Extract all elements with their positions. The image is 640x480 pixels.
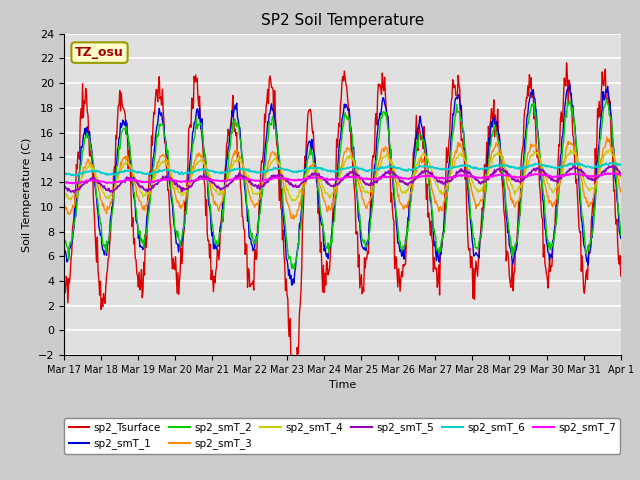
- sp2_smT_1: [127, 167, 135, 172]
- sp2_smT_1: [411, 149, 419, 155]
- sp2_Tsurface: [411, 141, 419, 146]
- sp2_smT_3: [214, 203, 221, 208]
- sp2_smT_6: [617, 162, 625, 168]
- sp2_Tsurface: [70, 214, 78, 220]
- sp2_smT_6: [214, 169, 222, 175]
- sp2_Tsurface: [60, 273, 68, 279]
- sp2_smT_5: [214, 183, 222, 189]
- sp2_smT_1: [617, 236, 625, 241]
- sp2_smT_6: [128, 168, 136, 174]
- sp2_smT_5: [71, 190, 79, 195]
- sp2_Tsurface: [127, 202, 135, 208]
- sp2_smT_1: [184, 177, 192, 183]
- sp2_smT_5: [70, 190, 78, 195]
- sp2_smT_4: [214, 189, 221, 195]
- sp2_smT_7: [128, 177, 136, 182]
- Line: sp2_smT_6: sp2_smT_6: [64, 163, 621, 176]
- sp2_smT_3: [617, 189, 625, 195]
- sp2_smT_5: [185, 183, 193, 189]
- sp2_smT_3: [290, 216, 298, 222]
- sp2_smT_1: [214, 243, 221, 249]
- Line: sp2_smT_1: sp2_smT_1: [64, 84, 621, 285]
- sp2_smT_6: [411, 166, 419, 172]
- sp2_Tsurface: [428, 218, 435, 224]
- sp2_smT_5: [617, 170, 625, 176]
- sp2_smT_4: [428, 164, 435, 170]
- Line: sp2_smT_7: sp2_smT_7: [64, 173, 621, 184]
- sp2_smT_4: [70, 192, 78, 197]
- sp2_smT_7: [617, 172, 625, 178]
- Line: sp2_smT_3: sp2_smT_3: [64, 137, 621, 219]
- sp2_smT_3: [184, 187, 192, 192]
- sp2_smT_4: [289, 198, 297, 204]
- sp2_smT_4: [566, 147, 574, 153]
- sp2_smT_5: [411, 177, 419, 182]
- sp2_smT_2: [184, 190, 192, 196]
- sp2_smT_5: [609, 163, 616, 169]
- Line: sp2_Tsurface: sp2_Tsurface: [64, 63, 621, 385]
- sp2_smT_2: [411, 159, 419, 165]
- sp2_smT_3: [603, 134, 611, 140]
- sp2_smT_7: [185, 179, 193, 184]
- sp2_smT_6: [428, 164, 435, 169]
- sp2_smT_7: [72, 181, 79, 187]
- Y-axis label: Soil Temperature (C): Soil Temperature (C): [22, 137, 32, 252]
- sp2_smT_6: [74, 173, 81, 179]
- sp2_smT_3: [411, 171, 419, 177]
- sp2_smT_7: [70, 180, 78, 186]
- sp2_smT_4: [617, 175, 625, 180]
- Text: TZ_osu: TZ_osu: [75, 46, 124, 59]
- sp2_Tsurface: [292, 382, 300, 388]
- sp2_Tsurface: [184, 163, 192, 168]
- sp2_smT_2: [214, 241, 221, 247]
- X-axis label: Time: Time: [329, 381, 356, 390]
- sp2_smT_2: [428, 195, 435, 201]
- sp2_smT_3: [70, 204, 78, 210]
- Title: SP2 Soil Temperature: SP2 Soil Temperature: [260, 13, 424, 28]
- sp2_smT_2: [70, 222, 78, 228]
- sp2_smT_4: [60, 188, 68, 194]
- sp2_smT_4: [411, 168, 419, 174]
- sp2_smT_7: [610, 170, 618, 176]
- sp2_smT_2: [290, 266, 298, 272]
- sp2_smT_3: [127, 165, 135, 171]
- sp2_smT_7: [411, 174, 419, 180]
- sp2_smT_2: [127, 158, 135, 164]
- sp2_smT_6: [611, 160, 618, 166]
- sp2_smT_2: [603, 96, 611, 102]
- sp2_Tsurface: [214, 246, 221, 252]
- sp2_smT_1: [70, 225, 78, 230]
- sp2_smT_7: [214, 178, 222, 184]
- sp2_smT_1: [428, 199, 435, 205]
- Line: sp2_smT_2: sp2_smT_2: [64, 99, 621, 269]
- sp2_smT_1: [288, 282, 296, 288]
- sp2_Tsurface: [617, 273, 625, 279]
- sp2_smT_7: [60, 180, 68, 185]
- sp2_smT_7: [428, 173, 435, 179]
- sp2_smT_1: [60, 243, 68, 249]
- Line: sp2_smT_4: sp2_smT_4: [64, 150, 621, 201]
- sp2_smT_6: [60, 170, 68, 176]
- sp2_smT_6: [70, 172, 78, 178]
- sp2_Tsurface: [563, 60, 570, 66]
- sp2_smT_2: [60, 232, 68, 238]
- sp2_smT_4: [127, 166, 135, 171]
- sp2_smT_3: [428, 181, 435, 187]
- Line: sp2_smT_5: sp2_smT_5: [64, 166, 621, 192]
- sp2_smT_5: [428, 172, 435, 178]
- sp2_smT_2: [617, 232, 625, 238]
- sp2_smT_4: [184, 184, 192, 190]
- sp2_smT_5: [60, 182, 68, 188]
- sp2_smT_3: [60, 202, 68, 207]
- sp2_smT_1: [566, 82, 573, 87]
- Legend: sp2_Tsurface, sp2_smT_1, sp2_smT_2, sp2_smT_3, sp2_smT_4, sp2_smT_5, sp2_smT_6, : sp2_Tsurface, sp2_smT_1, sp2_smT_2, sp2_…: [65, 418, 620, 454]
- sp2_smT_6: [185, 169, 193, 175]
- sp2_smT_5: [128, 177, 136, 182]
